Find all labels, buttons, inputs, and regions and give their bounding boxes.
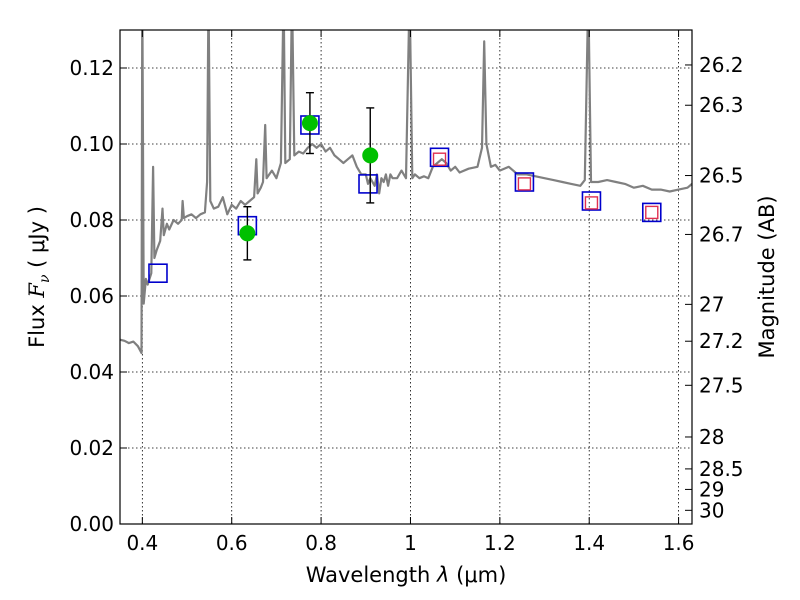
y-tick-labels: 0.00 0.02 0.04 0.06 0.08 0.10 0.12 xyxy=(69,56,114,536)
y2-tick-label: 30 xyxy=(699,498,724,522)
y2-tick-label: 27.2 xyxy=(699,329,744,353)
y-tick-label: 0.10 xyxy=(69,132,114,156)
y-tick-label: 0.02 xyxy=(69,436,114,460)
observed-flux-point xyxy=(362,147,379,164)
model-flux-square xyxy=(358,174,378,194)
x-tick-label: 1 xyxy=(404,531,417,555)
plot-frame xyxy=(119,29,693,525)
y2-tick-label: 26.3 xyxy=(699,93,744,117)
y2-tick-label: 26.2 xyxy=(699,53,744,77)
model-flux-square xyxy=(148,263,168,284)
model-flux-square xyxy=(514,172,535,192)
tick-marks xyxy=(120,30,692,525)
x-tick-label: 0.4 xyxy=(126,531,158,555)
y2-tick-label: 26.5 xyxy=(699,164,744,188)
x-tick-label: 1.4 xyxy=(573,531,605,555)
model-flux-square xyxy=(429,147,450,168)
y-tick-label: 0.00 xyxy=(69,512,114,536)
x-tick-label: 0.8 xyxy=(305,531,337,555)
nir-flux-square xyxy=(517,177,532,191)
spectrum-line xyxy=(120,30,692,355)
observed-flux-point xyxy=(239,225,256,242)
nir-flux-square xyxy=(584,196,599,210)
y2-tick-label: 27.5 xyxy=(699,373,744,397)
y2-tick-label: 29 xyxy=(699,477,724,501)
y-tick-label: 0.04 xyxy=(69,360,114,384)
y2-axis-label: Magnitude (AB) xyxy=(755,195,779,358)
x-tick-labels: 0.4 0.6 0.8 1 1.2 1.4 1.6 xyxy=(126,531,694,555)
y2-tick-label: 28 xyxy=(699,425,724,449)
markers-group xyxy=(148,91,662,284)
nir-flux-square xyxy=(432,152,447,166)
spectrum-group xyxy=(120,30,692,355)
x-tick-label: 1.2 xyxy=(484,531,516,555)
y2-tick-label: 27 xyxy=(699,292,724,316)
observed-flux-point xyxy=(301,115,318,132)
model-flux-square xyxy=(641,202,662,223)
y2-tick-label: 28.5 xyxy=(699,457,744,481)
y-tick-label: 0.06 xyxy=(69,284,114,308)
x-tick-label: 0.6 xyxy=(216,531,248,555)
y2-tick-label: 26.7 xyxy=(699,222,744,246)
x-axis-label: Wavelength λ (μm) xyxy=(306,563,507,587)
y-axis-label: Flux Fν ( μJy ) xyxy=(25,206,53,348)
x-tick-label: 1.6 xyxy=(663,531,695,555)
y-tick-label: 0.12 xyxy=(69,56,114,80)
nir-flux-square xyxy=(645,205,659,220)
y-tick-label: 0.08 xyxy=(69,208,114,232)
plot-area xyxy=(120,30,692,524)
model-flux-square xyxy=(581,191,602,211)
